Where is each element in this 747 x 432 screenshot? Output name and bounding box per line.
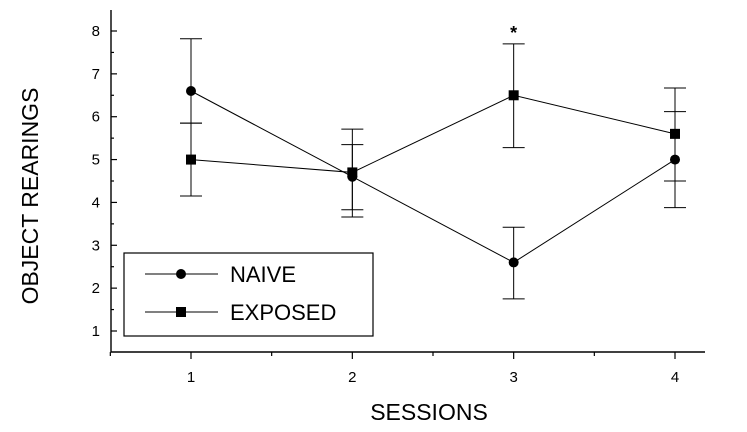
point-naive	[186, 86, 196, 96]
legend-box	[123, 252, 374, 337]
plot-area	[180, 38, 686, 300]
y-tick-label: 2	[92, 280, 100, 297]
legend-label-naive: NAIVE	[230, 262, 296, 287]
legend-entry-exposed: EXPOSED	[145, 300, 336, 325]
point-naive	[508, 257, 519, 268]
legend-marker-naive	[176, 269, 186, 279]
series-line-exposed	[190, 94, 676, 173]
y-tick-label: 1	[92, 323, 100, 340]
y-tick-label: 8	[92, 23, 100, 40]
y-tick-label: 7	[92, 66, 100, 83]
y-tick-label: 3	[92, 237, 100, 254]
point-exposed	[186, 154, 196, 165]
y-axis-title: OBJECT REARINGS	[17, 88, 43, 305]
annotations: *	[510, 23, 517, 43]
legend-label-exposed: EXPOSED	[230, 300, 336, 325]
point-exposed	[347, 167, 358, 178]
legend: NAIVE EXPOSED	[123, 252, 374, 337]
y-ticks: 1 2 3 4 5 6 7 8	[92, 23, 117, 340]
x-tick-label: 4	[671, 369, 679, 386]
significance-marker: *	[510, 23, 517, 43]
legend-entry-naive: NAIVE	[145, 262, 296, 287]
point-exposed	[508, 90, 519, 101]
series-exposed	[180, 43, 686, 218]
x-ticks: 1 2 3 4	[109, 352, 679, 386]
y-tick-label: 5	[92, 152, 100, 169]
x-tick-label: 2	[348, 369, 356, 386]
x-axis-title: SESSIONS	[370, 399, 488, 425]
x-tick-label: 1	[187, 369, 195, 386]
series-line-naive	[190, 90, 676, 264]
legend-marker-exposed	[176, 307, 186, 317]
point-exposed	[670, 128, 680, 139]
y-tick-label: 6	[92, 109, 100, 126]
y-tick-label: 4	[92, 194, 100, 211]
x-tick-label: 3	[509, 369, 517, 386]
